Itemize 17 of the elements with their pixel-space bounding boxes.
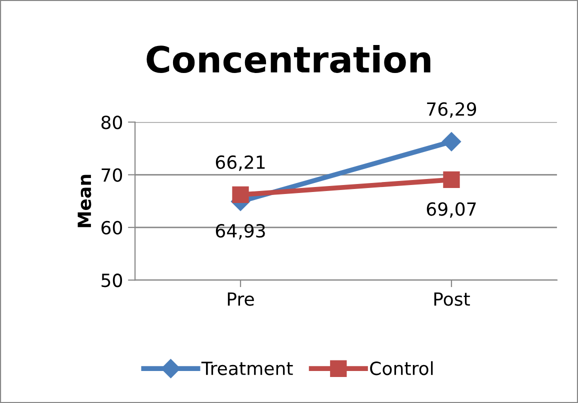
data-label: 66,21 (216, 155, 265, 171)
x-tick-label: Post (434, 292, 470, 306)
point (442, 132, 462, 152)
y-tick-label: 60 (102, 220, 122, 235)
chart-title: Concentration (146, 44, 430, 73)
data-label: 69,07 (426, 202, 476, 218)
y-tick-label: 80 (101, 116, 122, 130)
data-label: 76,29 (427, 102, 476, 118)
y-tick-label: 50 (102, 274, 122, 288)
y-tick-label: 70 (102, 168, 122, 182)
data-label: 64,93 (216, 224, 265, 240)
legend-label: Control (370, 361, 433, 376)
y-axis-title: Mean (78, 174, 92, 228)
point (443, 171, 460, 188)
x-tick-label: Pre (228, 292, 254, 306)
point (232, 186, 249, 204)
legend-label: Treatment (201, 362, 293, 376)
